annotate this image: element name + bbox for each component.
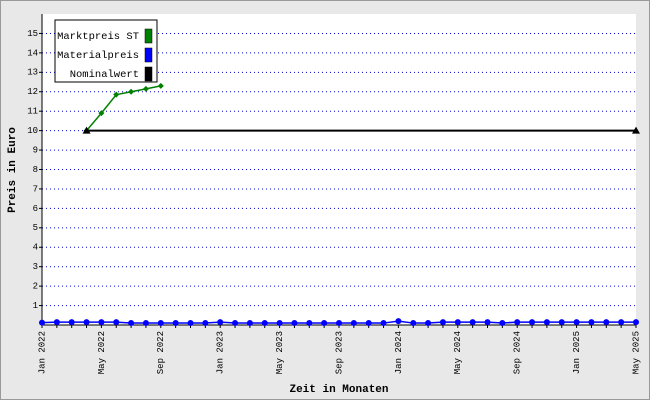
point — [276, 320, 283, 327]
point — [365, 320, 372, 327]
y-tick-label: 5 — [33, 223, 38, 233]
point — [321, 320, 328, 327]
y-tick-label: 4 — [33, 243, 38, 253]
y-tick-label: 8 — [33, 165, 38, 175]
legend-swatch — [144, 47, 153, 63]
point — [380, 320, 387, 327]
x-tick-label: May 2022 — [97, 331, 107, 374]
point — [588, 319, 595, 326]
legend-swatch — [144, 28, 153, 44]
y-tick-label: 3 — [33, 262, 38, 272]
y-tick-label: 6 — [33, 204, 38, 214]
point — [395, 318, 402, 325]
point — [82, 126, 91, 134]
point — [172, 320, 179, 327]
legend-label: Nominalwert — [70, 69, 139, 81]
point — [142, 320, 149, 327]
point — [98, 319, 105, 326]
legend-label: Marktpreis ST — [57, 31, 139, 43]
x-tick-label: Jan 2023 — [216, 331, 226, 374]
point — [618, 319, 625, 326]
point — [603, 319, 610, 326]
point — [128, 320, 135, 327]
x-tick-label: Sep 2024 — [513, 331, 523, 374]
y-tick-label: 7 — [33, 184, 38, 194]
point — [425, 320, 432, 327]
point — [128, 88, 135, 95]
point — [39, 319, 45, 326]
y-tick-label: 2 — [33, 282, 38, 292]
point — [499, 320, 506, 327]
legend-box — [54, 19, 158, 83]
x-tick-label: Jan 2022 — [37, 331, 47, 374]
point — [529, 319, 536, 326]
point — [469, 319, 476, 326]
point — [484, 319, 491, 326]
point — [573, 319, 580, 326]
y-tick-label: 1 — [33, 301, 38, 311]
x-tick-label: Sep 2023 — [334, 331, 344, 374]
y-tick-label: 14 — [27, 48, 38, 58]
point — [157, 320, 164, 327]
y-tick-label: 15 — [27, 29, 38, 39]
point — [68, 319, 75, 326]
y-axis-title: Preis in Euro — [7, 127, 19, 213]
point — [246, 320, 253, 327]
point — [232, 320, 239, 327]
point — [217, 319, 224, 326]
point — [291, 320, 298, 327]
x-tick-label: Jan 2024 — [394, 331, 404, 374]
y-tick-label: 12 — [27, 87, 38, 97]
legend-swatch — [144, 66, 153, 82]
y-tick-label: 10 — [27, 126, 38, 136]
point — [98, 110, 105, 117]
point — [202, 320, 209, 327]
point — [142, 85, 149, 92]
point — [543, 319, 550, 326]
point — [187, 320, 194, 327]
x-tick-label: May 2023 — [275, 331, 285, 374]
point — [83, 319, 90, 326]
point — [336, 320, 342, 327]
point — [306, 320, 313, 327]
x-axis-title: Zeit in Monaten — [289, 384, 388, 396]
y-tick-label: 9 — [33, 145, 38, 155]
point — [439, 319, 446, 326]
point — [157, 82, 164, 89]
x-tick-label: Jan 2025 — [572, 331, 582, 374]
x-tick-label: May 2025 — [631, 331, 641, 374]
point — [53, 319, 60, 326]
point — [113, 91, 120, 98]
x-tick-label: Sep 2022 — [156, 331, 166, 374]
y-tick-label: 13 — [27, 68, 38, 78]
point — [558, 319, 565, 326]
point — [113, 319, 120, 326]
legend-label: Materialpreis — [57, 50, 139, 62]
point — [633, 319, 639, 326]
point — [410, 320, 417, 327]
point — [454, 319, 461, 326]
point — [514, 319, 521, 326]
point — [350, 320, 357, 327]
point — [632, 126, 640, 134]
point — [261, 320, 268, 327]
y-tick-label: 11 — [27, 107, 38, 117]
x-tick-label: May 2024 — [453, 331, 463, 374]
